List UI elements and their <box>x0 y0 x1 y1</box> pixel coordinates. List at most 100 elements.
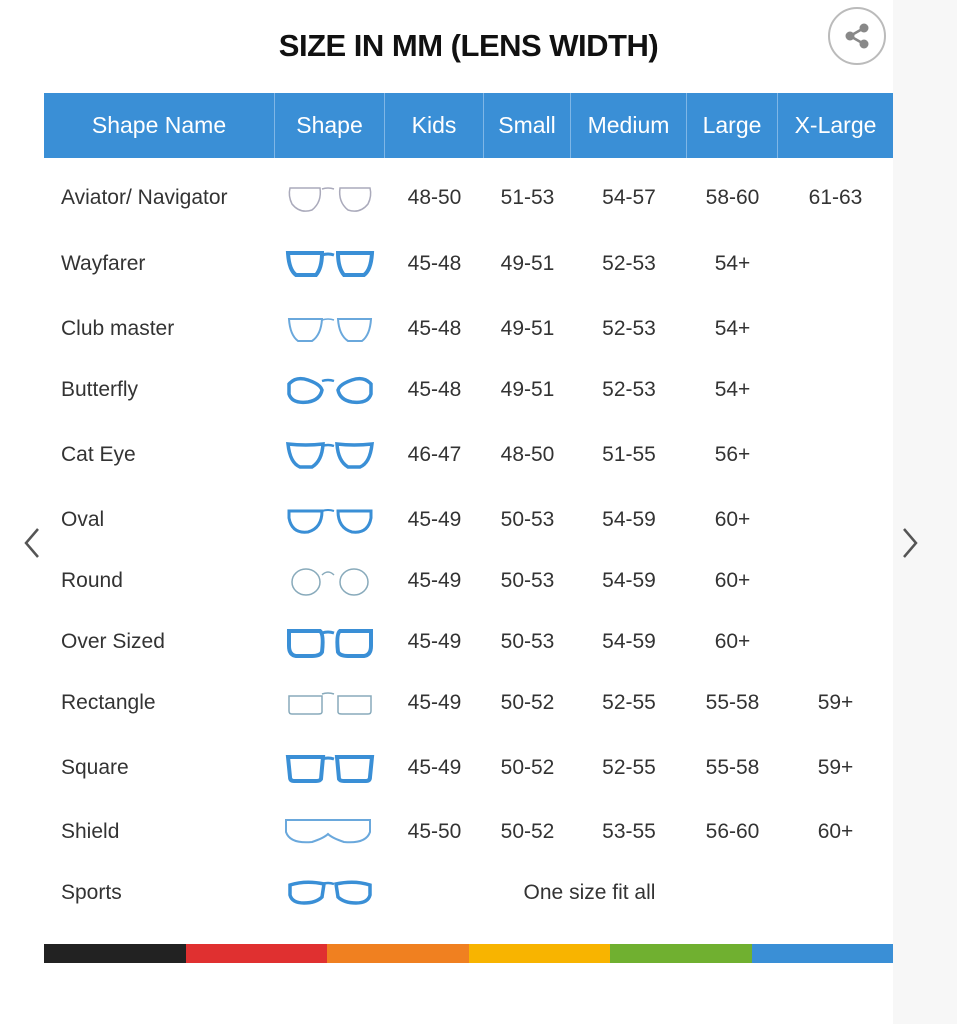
shape-image <box>275 502 385 538</box>
shape-image <box>275 814 385 850</box>
page-title: SIZE IN MM (LENS WIDTH) <box>278 28 659 63</box>
shape-image <box>275 372 385 408</box>
size-medium: 54-59 <box>602 630 656 653</box>
oversized-glasses-icon <box>287 629 373 658</box>
square-glasses-icon <box>285 755 375 783</box>
header-kids: Kids <box>385 93 484 158</box>
size-medium: 52-55 <box>602 756 656 779</box>
shape-image <box>275 624 385 660</box>
table-row: Sports One size fit all <box>44 873 893 913</box>
table-row: Round 45-49 50-53 54-59 60+ <box>44 561 893 601</box>
shape-name: Sports <box>61 881 122 904</box>
table-row: Shield 45-50 50-52 53-55 56-60 60+ <box>44 812 893 852</box>
size-kids: 45-49 <box>407 630 462 653</box>
shape-name: Over Sized <box>61 630 165 653</box>
prev-slide-button[interactable] <box>18 525 48 561</box>
table-row: Cat Eye 46-47 48-50 51-55 56+ <box>44 435 893 475</box>
size-x-large: 60+ <box>817 820 854 843</box>
shape-image <box>275 246 385 282</box>
clubmaster-glasses-icon <box>287 318 373 342</box>
color-bar-segment <box>751 944 893 963</box>
chevron-left-icon <box>24 528 39 558</box>
size-kids: 45-49 <box>407 569 462 592</box>
size-large: 54+ <box>714 252 751 275</box>
table-row: Rectangle 45-49 50-52 52-55 55-58 59+ <box>44 683 893 723</box>
size-kids: 45-49 <box>407 756 462 779</box>
page-side-background <box>893 0 957 1024</box>
size-x-large: 61-63 <box>808 186 863 209</box>
size-large: 58-60 <box>705 186 760 209</box>
color-bar-segment <box>327 944 469 963</box>
shape-image <box>275 311 385 347</box>
shape-name: Cat Eye <box>61 443 136 466</box>
shield-glasses-icon <box>285 819 371 844</box>
size-small: 50-53 <box>500 508 555 531</box>
size-kids: 46-47 <box>407 443 462 466</box>
shape-image <box>275 180 385 216</box>
table-row: Over Sized 45-49 50-53 54-59 60+ <box>44 622 893 662</box>
shape-name: Round <box>61 569 123 592</box>
next-slide-button[interactable] <box>896 525 926 561</box>
color-bar-segment <box>185 944 327 963</box>
rectangle-glasses-icon <box>288 692 372 715</box>
size-medium: 52-55 <box>602 691 656 714</box>
header-medium: Medium <box>571 93 687 158</box>
header-shape-name: Shape Name <box>44 93 275 158</box>
size-kids: 45-48 <box>407 378 462 401</box>
size-kids: 45-48 <box>407 317 462 340</box>
shape-name: Oval <box>61 508 105 531</box>
shape-name: Club master <box>61 317 175 340</box>
table-row: Square 45-49 50-52 52-55 55-58 59+ <box>44 748 893 788</box>
size-large: 60+ <box>714 630 751 653</box>
header-small: Small <box>484 93 571 158</box>
size-small: 50-52 <box>500 820 555 843</box>
cateye-glasses-icon <box>286 442 374 469</box>
size-medium: 52-53 <box>602 252 656 275</box>
shape-image <box>275 750 385 786</box>
round-glasses-icon <box>291 568 369 596</box>
shape-name: Square <box>61 756 129 779</box>
size-small: 49-51 <box>500 378 555 401</box>
size-small: 50-53 <box>500 630 555 653</box>
size-large: 60+ <box>714 508 751 531</box>
size-kids: 45-50 <box>407 820 462 843</box>
share-icon <box>845 23 869 49</box>
shape-image <box>275 875 385 911</box>
size-large: 56-60 <box>705 820 760 843</box>
size-large: 55-58 <box>705 756 760 779</box>
size-small: 48-50 <box>500 443 555 466</box>
shape-image <box>275 563 385 599</box>
shape-name: Butterfly <box>61 378 139 401</box>
size-table: Shape Name Shape Kids Small Medium Large… <box>44 93 893 905</box>
size-medium: 54-59 <box>602 569 656 592</box>
size-medium: 54-59 <box>602 508 656 531</box>
size-note: One size fit all <box>523 881 656 904</box>
share-button[interactable] <box>828 7 886 65</box>
size-small: 49-51 <box>500 252 555 275</box>
wayfarer-glasses-icon <box>285 251 375 277</box>
color-bar-segment <box>44 944 186 963</box>
header-x-large: X-Large <box>794 112 877 138</box>
size-medium: 53-55 <box>602 820 656 843</box>
size-large: 54+ <box>714 317 751 340</box>
size-small: 49-51 <box>500 317 555 340</box>
size-kids: 45-48 <box>407 252 462 275</box>
oval-glasses-icon <box>287 509 373 534</box>
size-medium: 51-55 <box>602 443 656 466</box>
shape-image <box>275 685 385 721</box>
size-small: 50-53 <box>500 569 555 592</box>
size-kids: 48-50 <box>407 186 462 209</box>
header-large: Large <box>687 93 778 158</box>
sports-glasses-icon <box>288 880 372 905</box>
shape-name: Aviator/ Navigator <box>61 186 228 209</box>
size-large: 56+ <box>714 443 751 466</box>
size-kids: 45-49 <box>407 508 462 531</box>
table-row: Club master 45-48 49-51 52-53 54+ <box>44 309 893 349</box>
shape-name: Rectangle <box>61 691 156 714</box>
size-medium: 54-57 <box>602 186 656 209</box>
size-medium: 52-53 <box>602 378 656 401</box>
size-large: 54+ <box>714 378 751 401</box>
chevron-right-icon <box>903 528 918 558</box>
shape-image <box>275 437 385 473</box>
table-header: Shape Name Shape Kids Small Medium Large… <box>44 93 893 158</box>
